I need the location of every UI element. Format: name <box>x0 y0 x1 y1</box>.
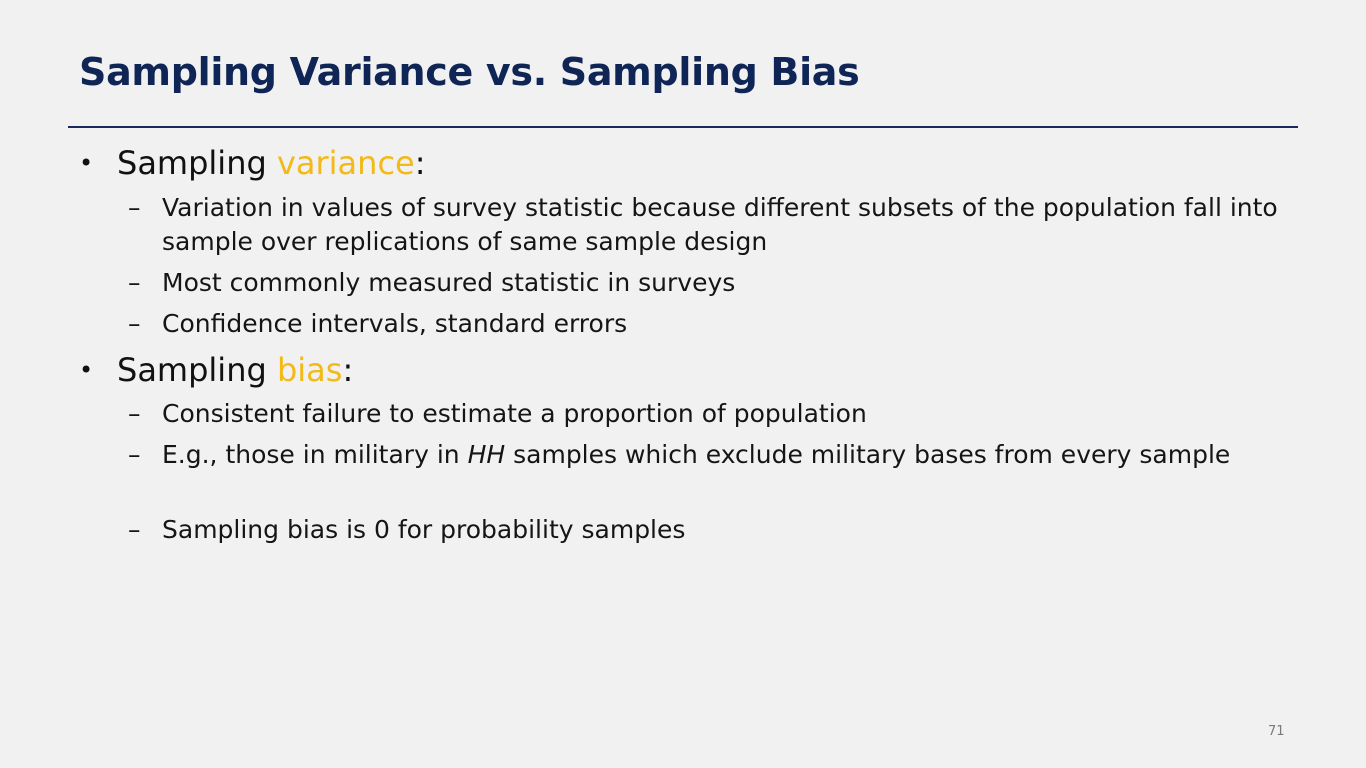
dash-marker: – <box>128 309 141 338</box>
slide-number: 71 <box>1268 724 1285 739</box>
subitem-consistent-failure: – Consistent failure to estimate a propo… <box>128 397 1298 431</box>
bullet-sampling-variance: • Sampling variance: <box>79 143 426 183</box>
dash-marker: – <box>128 193 141 222</box>
subitem-example-military: – E.g., those in military in HH samples … <box>128 438 1298 472</box>
subitem-text: Variation in values of survey statistic … <box>162 193 1278 256</box>
subitem-variation: – Variation in values of survey statisti… <box>128 191 1298 259</box>
subitem-text: E.g., those in military in HH samples wh… <box>162 438 1298 472</box>
subitem-most-common: – Most commonly measured statistic in su… <box>128 266 1298 300</box>
dash-marker: – <box>128 515 141 544</box>
subitem-text-before: E.g., those in military in <box>162 440 468 469</box>
dash-marker: – <box>128 399 141 428</box>
bullet-suffix: : <box>342 351 354 389</box>
bullet-prefix: Sampling <box>117 351 277 389</box>
highlight-bias: bias <box>276 351 343 389</box>
subitem-text: Confidence intervals, standard errors <box>162 309 628 338</box>
subitem-text-after: samples which exclude military bases fro… <box>505 440 1231 469</box>
title-divider <box>68 126 1298 128</box>
bullet-prefix: Sampling <box>117 144 277 182</box>
highlight-variance: variance <box>276 144 415 182</box>
bullet-suffix: : <box>414 144 426 182</box>
subitem-text: Consistent failure to estimate a proport… <box>162 399 867 428</box>
bullet-dot: • <box>79 149 94 177</box>
dash-marker: – <box>128 440 141 469</box>
bullet-sampling-bias: • Sampling bias: <box>79 350 353 390</box>
subitem-confidence: – Confidence intervals, standard errors <box>128 307 1298 341</box>
subitem-bias-zero: – Sampling bias is 0 for probability sam… <box>128 513 1298 547</box>
subitem-text: Sampling bias is 0 for probability sampl… <box>162 515 686 544</box>
subitem-text: Most commonly measured statistic in surv… <box>162 268 736 297</box>
subitem-text-italic: HH <box>467 440 506 469</box>
dash-marker: – <box>128 268 141 297</box>
bullet-dot: • <box>79 356 94 384</box>
slide-title: Sampling Variance vs. Sampling Bias <box>79 50 860 94</box>
